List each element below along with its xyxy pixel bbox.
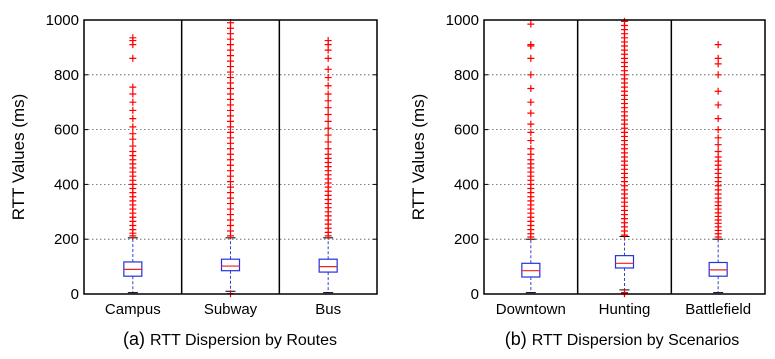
outlier-marker <box>527 20 535 28</box>
y-tick-label: 1000 <box>446 12 479 29</box>
y-tick-label: 800 <box>54 67 79 84</box>
outlier-marker <box>527 128 535 136</box>
outlier-marker <box>527 98 535 106</box>
outlier-marker <box>714 41 722 49</box>
x-tick-label: Battlefield <box>685 301 751 318</box>
outlier-marker <box>527 109 535 117</box>
outlier-marker <box>714 126 722 134</box>
panel-routes: 0 200 400 600 800 1000 Campus Subway Bus RTT Valu… <box>9 12 378 349</box>
outlier-marker <box>324 124 332 132</box>
outlier-marker <box>324 74 332 82</box>
y-tick-label: 400 <box>54 176 79 193</box>
outlier-marker <box>129 142 137 150</box>
outlier-marker <box>324 97 332 105</box>
y-tick-label: 400 <box>454 176 479 193</box>
x-tick-label: Campus <box>105 301 161 318</box>
outlier-marker <box>129 34 137 42</box>
outlier-marker <box>129 98 137 106</box>
outlier-marker <box>129 106 137 114</box>
y-tick-label: 200 <box>454 231 479 248</box>
panel-scenarios: 0 200 400 600 800 1000 Downtown Hunting Battlefi… <box>409 12 766 349</box>
y-tick-label: 200 <box>54 231 79 248</box>
outlier-marker <box>129 115 137 123</box>
outlier-marker <box>527 145 535 153</box>
x-tick-label: Subway <box>204 301 258 318</box>
outlier-marker <box>324 65 332 73</box>
outlier-marker <box>324 145 332 153</box>
outlier-marker <box>324 104 332 112</box>
outlier-marker <box>527 54 535 62</box>
outlier-marker <box>324 117 332 125</box>
outlier-marker <box>714 87 722 95</box>
plot-frame <box>83 19 378 295</box>
outlier-marker <box>714 134 722 142</box>
outlier-marker <box>527 137 535 145</box>
x-tick-label: Downtown <box>496 301 566 318</box>
y-tick-label: 0 <box>471 286 479 303</box>
outlier-marker <box>714 71 722 79</box>
y-tick-label: 600 <box>454 122 479 139</box>
y-tick-label: 1000 <box>46 12 79 29</box>
outlier-marker <box>324 138 332 146</box>
caption: (b) RTT Dispersion by Scenarios <box>505 329 740 349</box>
outlier-marker <box>527 71 535 79</box>
x-tick-label: Hunting <box>599 301 651 318</box>
outlier-marker <box>621 289 628 297</box>
box-hunting <box>614 255 635 269</box>
y-axis-label: RTT Values (ms) <box>9 94 28 221</box>
outlier-marker <box>714 148 722 156</box>
outlier-marker <box>527 41 535 49</box>
y-axis-label: RTT Values (ms) <box>409 94 428 221</box>
y-tick-label: 600 <box>54 122 79 139</box>
outlier-marker <box>129 123 137 131</box>
outlier-marker <box>621 17 628 25</box>
outlier-marker <box>129 83 137 91</box>
outlier-marker <box>129 54 137 62</box>
outlier-marker <box>324 111 332 119</box>
outlier-marker <box>324 131 332 139</box>
y-tick-label: 0 <box>71 286 79 303</box>
outlier-marker <box>714 115 722 123</box>
outlier-marker <box>714 101 722 109</box>
outlier-marker <box>324 90 332 98</box>
outlier-marker <box>527 120 535 128</box>
outlier-marker <box>129 90 137 98</box>
outlier-marker <box>527 85 535 92</box>
box-bus <box>318 258 338 273</box>
outlier-marker <box>714 54 722 62</box>
outlier-marker <box>714 141 722 149</box>
outlier-marker <box>324 37 332 45</box>
box-subway <box>220 258 241 272</box>
y-tick-label: 800 <box>454 67 479 84</box>
outlier-marker <box>324 54 332 62</box>
caption: (a) RTT Dispersion by Routes <box>123 329 337 349</box>
plot-frame <box>483 19 766 295</box>
x-tick-label: Bus <box>315 301 341 318</box>
outlier-marker <box>129 130 137 138</box>
outlier-marker <box>324 82 332 90</box>
